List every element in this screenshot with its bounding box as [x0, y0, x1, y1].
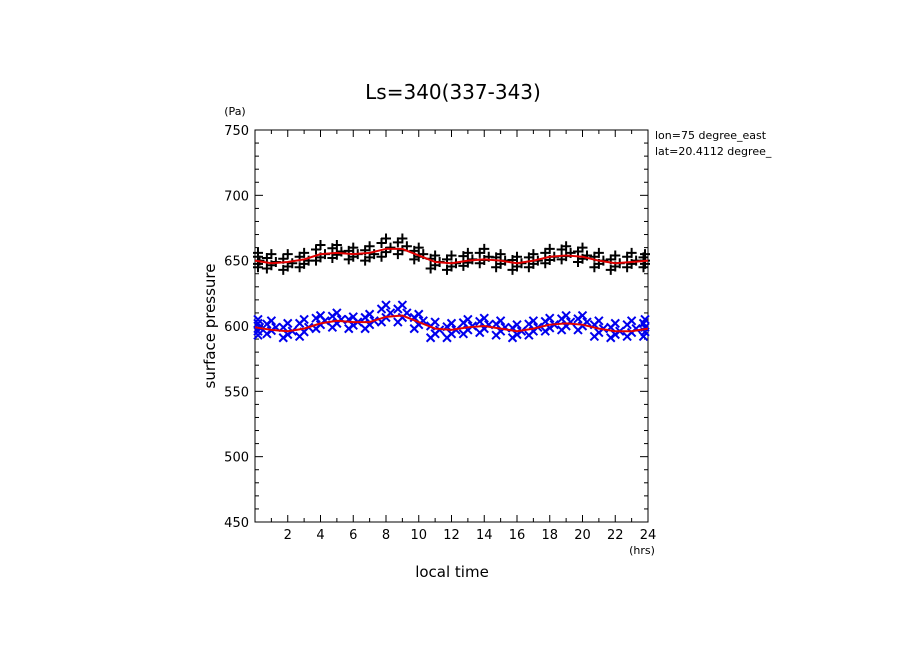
- x-tick-label: 20: [574, 528, 591, 543]
- y-tick-label: 500: [224, 451, 249, 466]
- data-point: [463, 314, 473, 325]
- data-point: [331, 239, 342, 250]
- x-tick-label: 22: [607, 528, 624, 543]
- data-point: [593, 247, 604, 258]
- chart-title: Ls=340(337-343): [365, 80, 541, 104]
- x-axis-unit: (hrs): [629, 544, 655, 557]
- data-point: [332, 308, 342, 318]
- y-axis-label: surface pressure: [201, 264, 219, 389]
- x-tick-label: 8: [382, 528, 390, 543]
- x-tick-label: 16: [509, 528, 526, 543]
- data-point: [413, 242, 424, 253]
- y-tick-label: 750: [224, 124, 249, 139]
- data-point: [561, 310, 571, 321]
- x-tick-label: 14: [476, 528, 493, 543]
- y-tick-label: 650: [224, 255, 249, 270]
- data-point: [282, 249, 293, 260]
- data-point: [348, 312, 358, 322]
- data-point: [283, 318, 293, 329]
- data-point: [253, 314, 263, 325]
- y-tick-label: 600: [224, 320, 249, 335]
- data-point: [385, 242, 396, 253]
- data-point: [594, 316, 604, 326]
- data-point: [414, 309, 424, 319]
- data-point: [299, 247, 310, 258]
- x-tick-label: 10: [410, 528, 427, 543]
- data-point: [640, 249, 650, 260]
- plot-area: 2 4 6 8 10 12 14 16 18 20 22 2445050055060065070075…: [224, 124, 656, 543]
- data-point: [253, 247, 263, 258]
- data-point: [545, 313, 555, 323]
- data-point: [626, 247, 637, 258]
- data-point: [299, 314, 309, 325]
- y-tick-label: 700: [224, 189, 249, 204]
- data-point: [479, 243, 490, 254]
- x-tick-label: 2: [284, 528, 292, 543]
- data-point: [446, 250, 457, 261]
- data-point: [430, 317, 440, 327]
- x-tick-label: 24: [640, 528, 657, 543]
- data-point: [266, 249, 277, 260]
- y-axis-unit: (Pa): [224, 105, 245, 118]
- data-point: [610, 318, 620, 329]
- data-point: [364, 309, 375, 319]
- data-point: [479, 313, 489, 323]
- data-point: [462, 247, 473, 258]
- data-point: [577, 310, 588, 321]
- x-tick-label: 18: [541, 528, 558, 543]
- data-point: [315, 239, 326, 250]
- x-axis-label: local time: [415, 563, 489, 581]
- data-point: [640, 314, 650, 325]
- data-point: [512, 319, 522, 330]
- data-point: [397, 300, 408, 310]
- data-point: [610, 250, 621, 261]
- data-point: [311, 313, 321, 323]
- data-point: [544, 243, 555, 254]
- data-point: [401, 241, 412, 252]
- data-point: [315, 310, 326, 321]
- data-point: [430, 250, 441, 261]
- y-tick-label: 550: [224, 385, 249, 400]
- data-point: [311, 244, 321, 255]
- data-point: [528, 249, 539, 260]
- data-point: [348, 242, 359, 253]
- data-point: [376, 238, 387, 249]
- data-point: [397, 233, 408, 244]
- y-tick-label: 450: [224, 516, 249, 531]
- data-point: [266, 316, 277, 326]
- x-tick-label: 4: [316, 528, 324, 543]
- data-point: [381, 233, 391, 244]
- annotation-lat: lat=20.4112 degree_: [655, 145, 772, 158]
- fit-line: [254, 247, 649, 265]
- data-point: [381, 300, 391, 310]
- data-point: [561, 241, 572, 252]
- data-point: [512, 251, 522, 262]
- annotation-lon: lon=75 degree_east: [655, 129, 767, 142]
- fit-line: [254, 314, 649, 333]
- x-tick-label: 12: [443, 528, 460, 543]
- data-point: [495, 316, 506, 326]
- x-tick-label: 6: [349, 528, 357, 543]
- data-point: [446, 318, 457, 329]
- data-point: [376, 251, 387, 262]
- data-point: [364, 241, 375, 252]
- data-point: [287, 258, 298, 269]
- data-point: [577, 242, 588, 253]
- data-point: [626, 316, 637, 326]
- data-point: [495, 249, 506, 260]
- data-point: [528, 316, 539, 326]
